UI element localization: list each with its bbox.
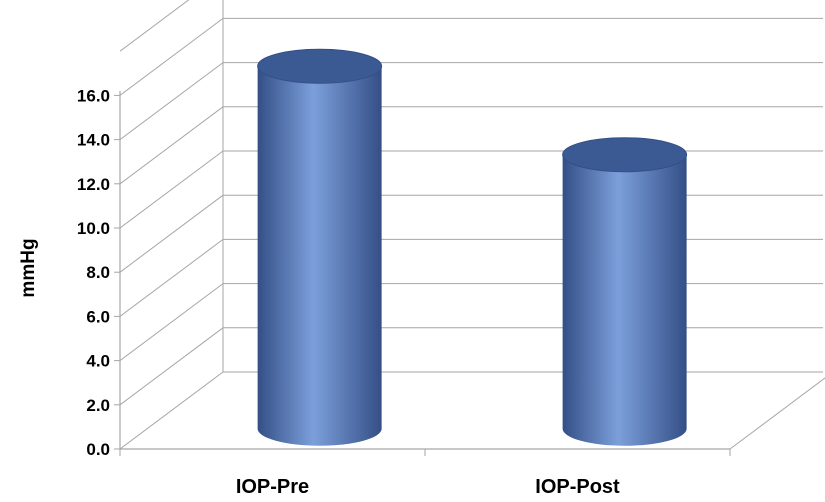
gridline [119,238,823,317]
y-tick-labels: 0.0 2.0 4.0 6.0 8.0 10.0 12.0 14.0 16.0 [77,86,110,459]
y-tick-label: 12.0 [77,175,110,194]
bar [562,137,688,446]
gridline [119,17,823,96]
y-tick-label: 0.0 [86,440,110,459]
gridline [119,106,823,185]
y-tick-label: 16.0 [77,86,110,105]
category-label: IOP-Post [535,476,620,498]
gridlines [119,0,823,450]
gridline [119,371,823,450]
y-tick-label: 6.0 [86,307,110,326]
gridline [119,194,823,273]
y-tick-label: 2.0 [86,396,110,415]
bars [257,48,688,446]
category-labels: IOP-Pre IOP-Post [236,476,620,498]
y-tick-label: 4.0 [86,352,110,371]
y-tick-label: 14.0 [77,131,110,150]
y-axis-title: mmHg [18,238,39,297]
gridline [119,0,190,52]
gridline [119,150,823,229]
gridline [119,327,823,406]
axes [114,0,825,456]
bar [257,48,383,446]
y-tick-label: 8.0 [86,263,110,282]
y-tick-label: 10.0 [77,219,110,238]
floor-edge [729,377,825,450]
gridline [119,62,823,141]
category-label: IOP-Pre [236,476,309,498]
gridline [119,283,823,362]
